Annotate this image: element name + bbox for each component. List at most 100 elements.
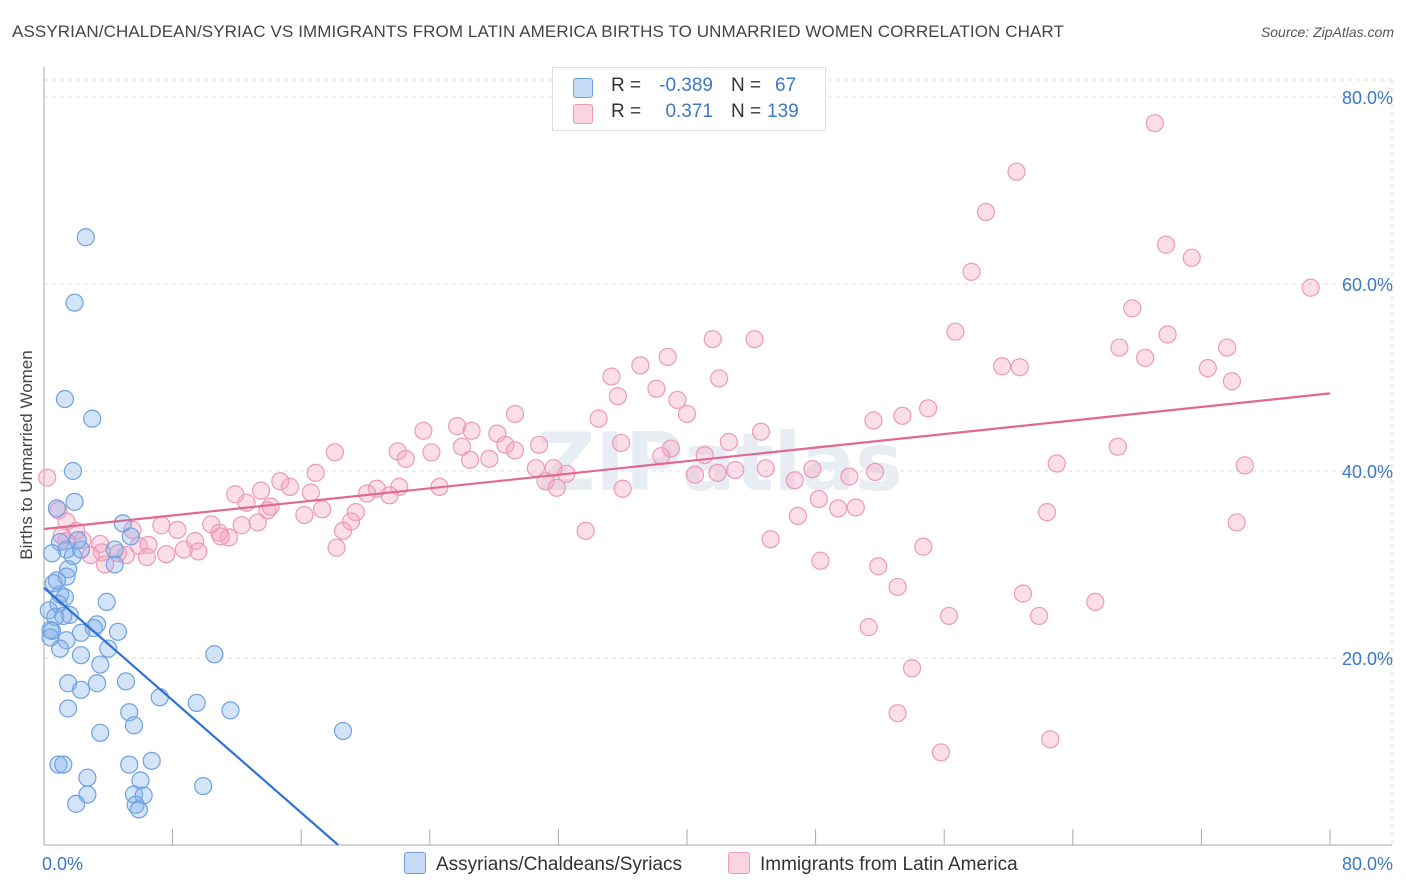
- legend-label-assyrians: Assyrians/Chaldeans/Syriacs: [436, 854, 683, 875]
- data-point: [113, 514, 132, 533]
- n-label: N =: [731, 75, 762, 96]
- data-point: [611, 433, 631, 453]
- data-point: [695, 446, 714, 465]
- series-assyrians: [39, 228, 353, 819]
- data-point: [661, 439, 681, 458]
- data-point: [81, 546, 100, 565]
- legend-swatch-blue: [404, 852, 426, 874]
- data-point: [803, 460, 822, 479]
- data-point: [50, 639, 70, 658]
- data-point: [187, 693, 206, 712]
- pink-swatch: [573, 104, 593, 124]
- data-point: [49, 755, 68, 774]
- data-point: [840, 467, 859, 486]
- data-point: [1227, 513, 1246, 532]
- data-point: [194, 776, 213, 796]
- data-point: [142, 751, 161, 770]
- data-point: [47, 571, 66, 590]
- data-point: [55, 588, 74, 607]
- data-point: [71, 680, 91, 699]
- n-value-blue: 67: [775, 75, 797, 96]
- data-point: [87, 674, 107, 693]
- data-point: [129, 800, 148, 819]
- axes: [43, 67, 1392, 846]
- r-value-pink: 0.371: [665, 101, 713, 122]
- data-point: [1007, 162, 1026, 181]
- data-point: [73, 531, 92, 550]
- data-point: [124, 716, 144, 735]
- data-point: [95, 555, 115, 574]
- data-point: [460, 450, 480, 469]
- data-point: [91, 723, 110, 742]
- data-point: [105, 540, 124, 559]
- data-point: [809, 489, 828, 509]
- data-point: [137, 547, 156, 567]
- data-point: [1037, 503, 1057, 522]
- data-point: [1218, 338, 1237, 357]
- data-point: [1156, 235, 1176, 254]
- chart-title: ASSYRIAN/CHALDEAN/SYRIAC VS IMMIGRANTS F…: [12, 22, 1064, 41]
- data-point: [97, 592, 116, 612]
- data-point: [105, 555, 124, 574]
- data-point: [751, 422, 771, 441]
- data-point: [341, 512, 361, 531]
- data-point: [652, 446, 671, 466]
- data-point: [708, 463, 727, 482]
- data-point: [120, 755, 139, 774]
- data-point: [668, 390, 687, 410]
- data-point: [710, 369, 729, 388]
- data-point: [211, 527, 230, 546]
- data-point: [888, 704, 907, 723]
- data-point: [1041, 730, 1060, 749]
- data-point: [232, 516, 251, 535]
- data-point: [902, 659, 922, 678]
- r-label: R =: [611, 101, 642, 122]
- data-point: [76, 228, 95, 247]
- data-point: [811, 551, 830, 570]
- data-point: [756, 459, 775, 478]
- data-point: [221, 701, 240, 720]
- data-point: [1136, 348, 1155, 367]
- data-point: [931, 743, 951, 762]
- r-value-blue: -0.389: [659, 75, 713, 96]
- data-point: [1222, 372, 1242, 391]
- legend-label-immigrants: Immigrants from Latin America: [760, 854, 1018, 875]
- series-immigrants-latin-america: [38, 114, 1320, 762]
- data-point: [576, 521, 595, 540]
- data-point: [422, 443, 441, 462]
- data-point: [761, 530, 780, 549]
- data-point: [67, 794, 86, 813]
- data-point: [99, 639, 118, 658]
- legend-swatch-pink: [728, 852, 750, 874]
- data-point: [865, 462, 885, 482]
- data-point: [59, 560, 78, 579]
- data-point: [248, 513, 267, 532]
- data-point: [1013, 584, 1033, 603]
- x-tick-label-max: 80.0%: [1342, 854, 1393, 874]
- data-point: [1086, 592, 1105, 612]
- y-tick-label: 20.0%: [1342, 649, 1393, 669]
- data-point: [59, 699, 78, 718]
- data-point: [42, 544, 62, 563]
- data-point: [677, 404, 697, 424]
- data-point: [602, 367, 621, 386]
- data-point: [346, 503, 365, 522]
- data-point: [1145, 114, 1164, 133]
- data-point: [962, 262, 981, 281]
- data-point: [295, 505, 314, 525]
- data-point: [647, 379, 666, 398]
- data-point: [608, 387, 627, 406]
- data-point: [589, 409, 608, 428]
- data-point: [91, 655, 110, 674]
- data-point: [150, 688, 169, 707]
- data-point: [1029, 606, 1049, 626]
- data-point: [84, 618, 103, 638]
- data-point: [685, 465, 705, 484]
- data-point: [480, 449, 499, 468]
- data-point: [301, 483, 320, 502]
- data-point: [108, 622, 128, 641]
- data-point: [919, 399, 938, 418]
- data-point: [703, 330, 722, 349]
- data-point: [44, 574, 63, 593]
- data-point: [859, 618, 878, 637]
